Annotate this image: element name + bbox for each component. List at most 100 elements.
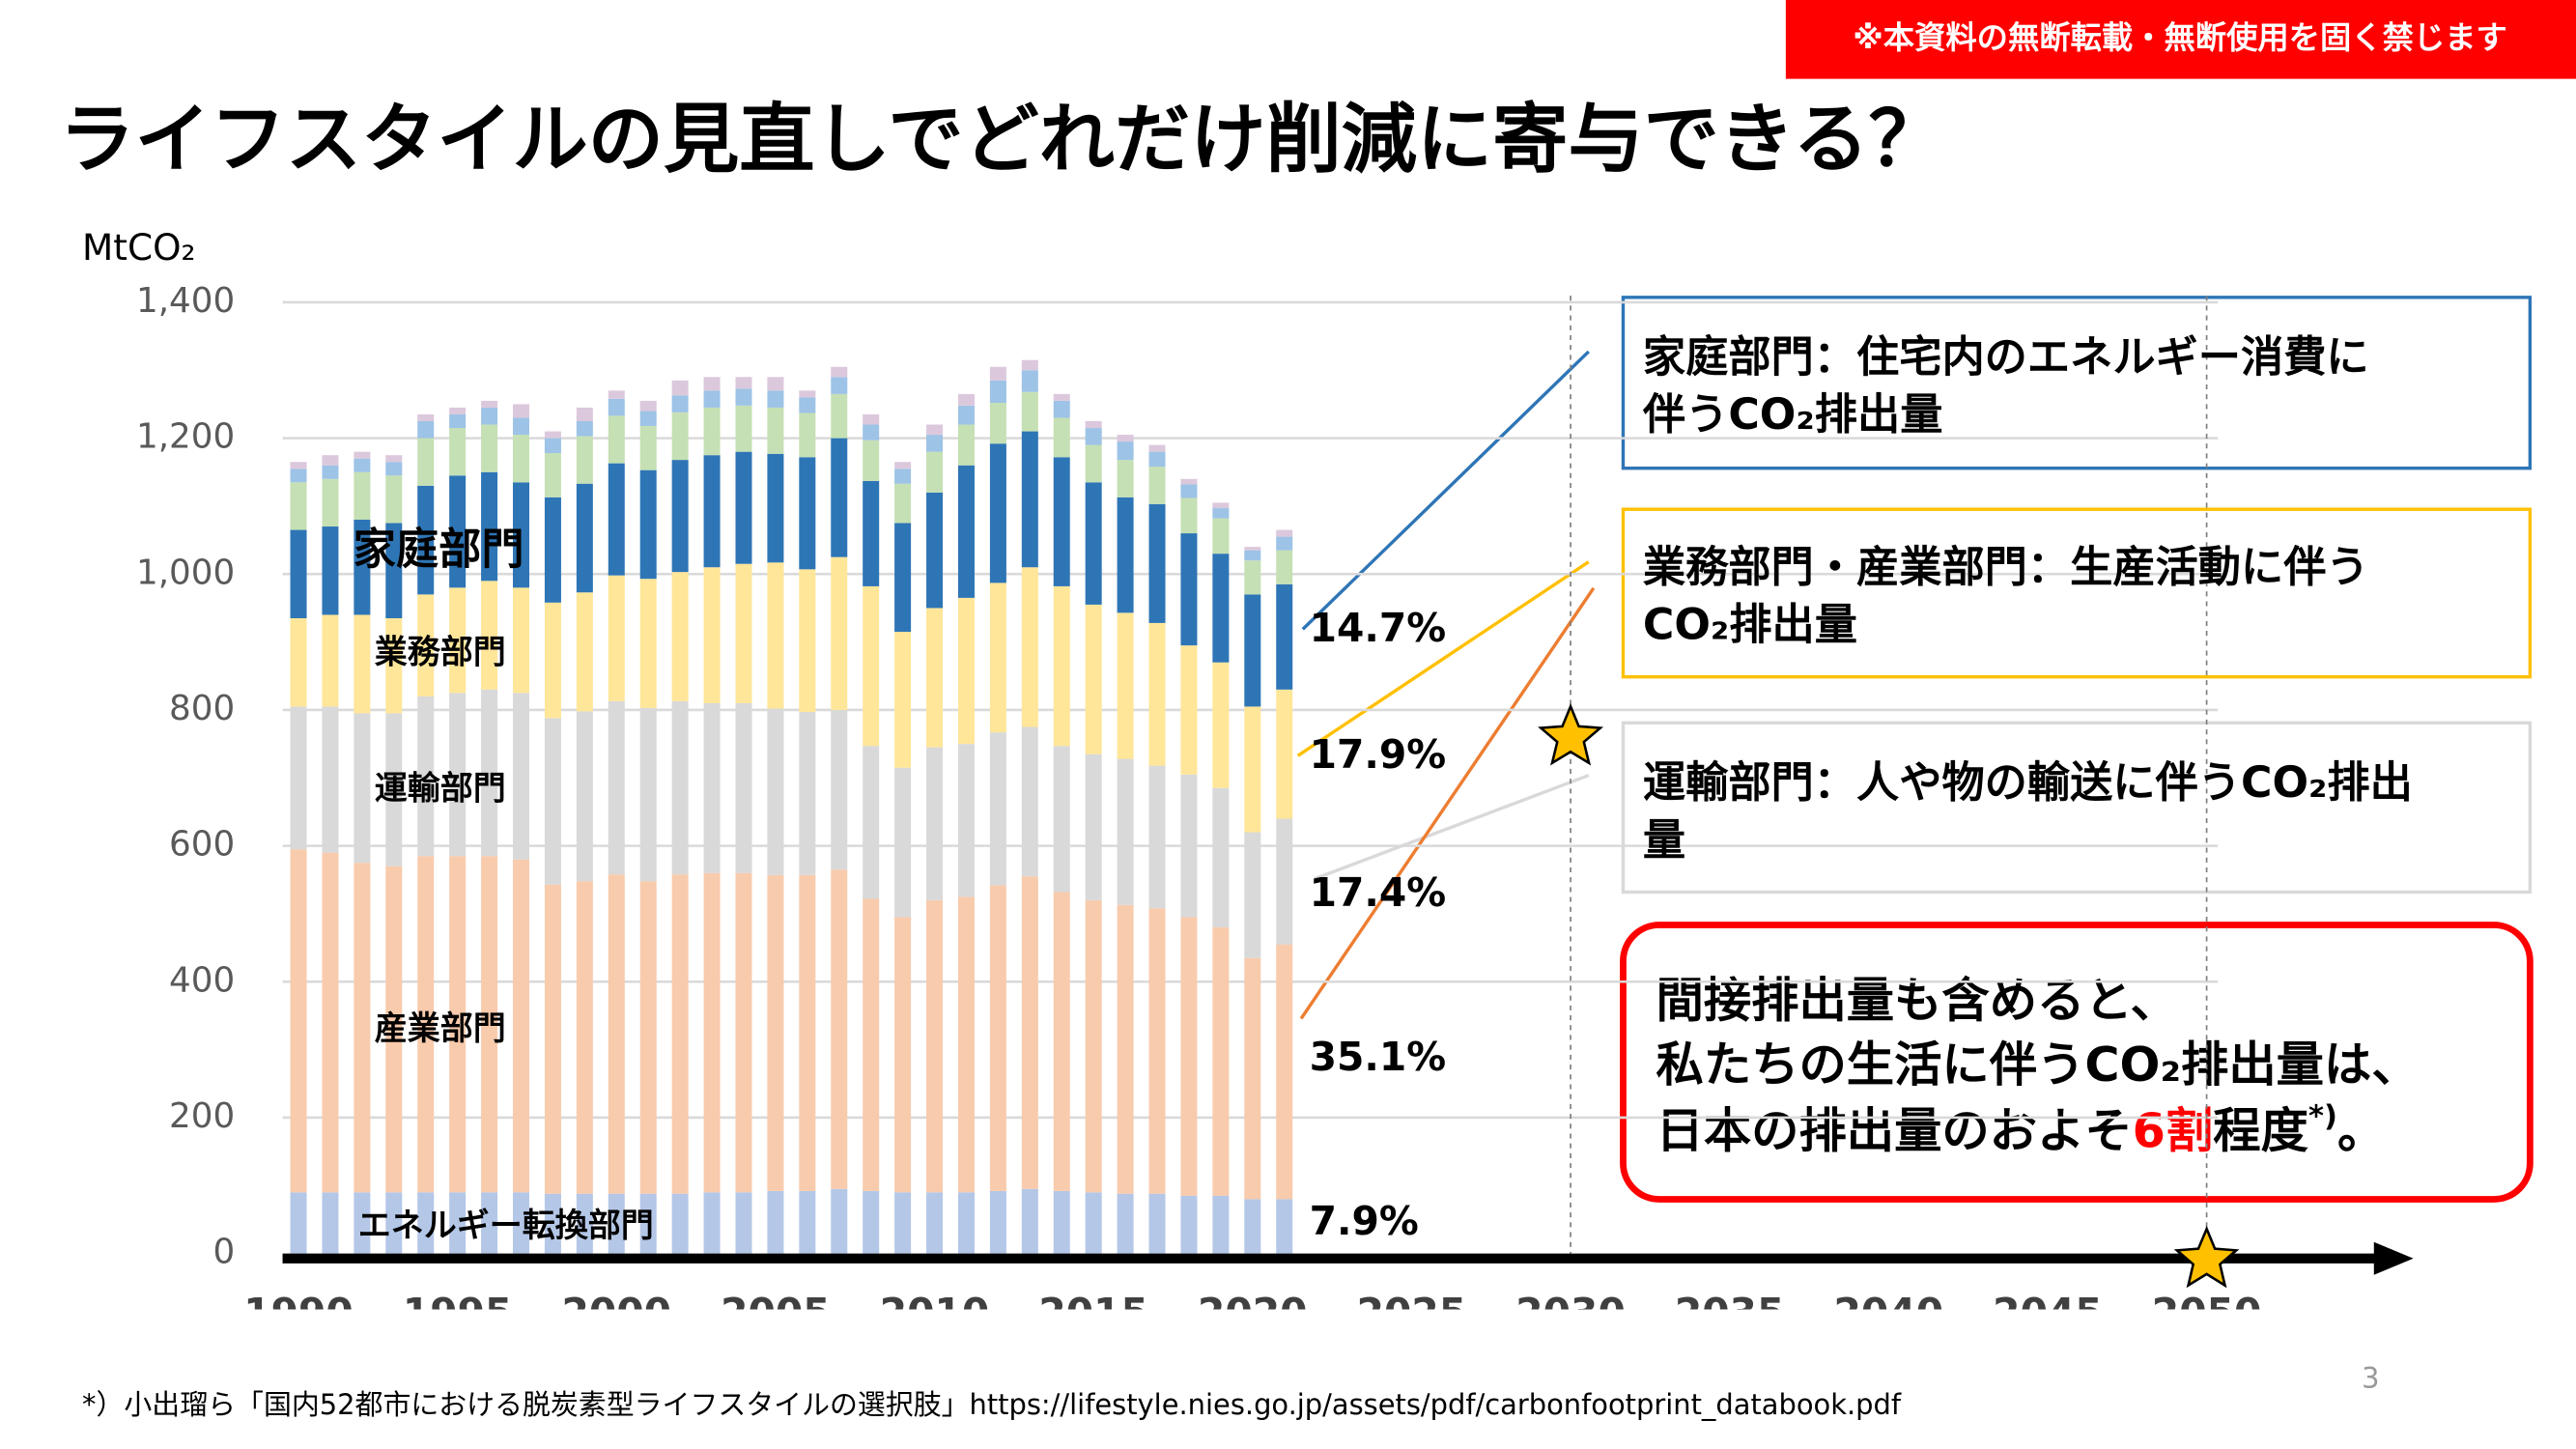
bar-segment xyxy=(417,696,435,857)
bar-segment xyxy=(639,707,657,882)
bar-segment xyxy=(703,567,721,703)
bar-segment xyxy=(639,469,657,580)
bar-segment xyxy=(799,569,816,713)
bar-segment xyxy=(1053,892,1070,1191)
bar-segment xyxy=(1148,1193,1166,1254)
bar-segment xyxy=(671,412,689,461)
sector-label: エネルギー転換部門 xyxy=(358,1207,654,1245)
bar-segment xyxy=(1117,435,1134,442)
bar-segment xyxy=(1180,497,1198,534)
bar-segment xyxy=(449,693,467,857)
info-text: 量 xyxy=(1643,815,1685,865)
bar-segment xyxy=(449,413,467,429)
bar-segment xyxy=(608,575,625,701)
callout-box xyxy=(1620,922,2534,1203)
bar-segment xyxy=(481,856,498,1193)
bar-segment xyxy=(576,711,593,882)
bar-segment xyxy=(576,421,593,437)
bar-segment xyxy=(989,582,1006,733)
bar-segment xyxy=(989,403,1006,444)
bar-segment xyxy=(1244,550,1261,561)
bar-segment xyxy=(1244,560,1261,595)
star xyxy=(2173,1225,2240,1289)
bar-segment xyxy=(1212,502,1230,509)
bar-segment xyxy=(1180,478,1198,485)
bar-segment xyxy=(767,407,784,454)
bar-segment xyxy=(831,869,848,1189)
bar-segment xyxy=(544,453,561,497)
bar-segment xyxy=(1212,518,1230,554)
bar-segment xyxy=(735,451,752,564)
bar-segment xyxy=(1053,1190,1070,1254)
bar-segment xyxy=(1212,554,1230,663)
bar-segment xyxy=(1244,594,1261,707)
callout-text: 程度 xyxy=(2213,1102,2308,1158)
bar-segment xyxy=(703,407,721,456)
bar-segment xyxy=(799,1190,816,1254)
bar-segment xyxy=(926,424,944,436)
bar-segment xyxy=(1180,917,1198,1196)
bar-segment xyxy=(671,460,689,573)
bar-segment xyxy=(639,579,657,708)
x-tick-labels: 1990 1995 2000 2005 2010 2015 2020 2025 2030 2035… xyxy=(243,1290,2261,1336)
bar-segment xyxy=(1180,645,1198,775)
bar-segment xyxy=(703,872,721,1193)
bar-segment xyxy=(1085,753,1102,900)
bar-segment xyxy=(449,428,467,476)
bar-segment xyxy=(831,366,848,378)
bar-segment xyxy=(1244,1199,1261,1254)
bar-segment xyxy=(354,863,371,1193)
callout-highlight: 6割 xyxy=(2133,1102,2214,1158)
bar-segment xyxy=(767,708,784,875)
bar-segment xyxy=(894,767,912,918)
bar-segment xyxy=(1148,765,1166,909)
bar-segment xyxy=(449,587,467,694)
bar-segment xyxy=(1021,726,1038,877)
bar-segment xyxy=(926,1192,944,1254)
bar-segment xyxy=(863,424,880,440)
share-label: 35.1% xyxy=(1310,1034,1447,1080)
bar-segment xyxy=(863,746,880,899)
bar-segment xyxy=(735,1192,752,1254)
notice: ※本資料の無断転載・無断使用を固く禁じます xyxy=(1853,19,2506,56)
bar-segment xyxy=(354,1192,371,1254)
bar-segment xyxy=(1117,904,1134,1194)
bar-segment xyxy=(1021,1188,1038,1254)
bar-segment xyxy=(544,497,561,603)
bar-segment xyxy=(767,874,784,1191)
bar-segment xyxy=(1148,444,1166,452)
bar-segment xyxy=(1021,876,1038,1189)
x-tick-label: 2010 xyxy=(880,1290,990,1336)
bar-segment xyxy=(1117,441,1134,461)
bar-segment xyxy=(957,405,975,425)
bar-segment xyxy=(671,380,689,396)
bar-segment xyxy=(544,884,561,1194)
bar-segment xyxy=(894,632,912,768)
bar-segment xyxy=(576,1193,593,1254)
bar-segment xyxy=(639,411,657,426)
bar-segment xyxy=(767,562,784,709)
bar-segment xyxy=(449,1192,467,1254)
bar-segment xyxy=(354,458,371,472)
bar-segment xyxy=(385,462,403,476)
bar-segment xyxy=(671,1193,689,1254)
bar-segment xyxy=(608,700,625,875)
bar-segment xyxy=(544,602,561,719)
bar-segment xyxy=(831,438,848,557)
bar-segment xyxy=(639,400,657,412)
leader-line xyxy=(1314,774,1590,881)
bar-segment xyxy=(544,718,561,885)
bar-segment xyxy=(417,421,435,439)
bar-segment xyxy=(735,405,752,452)
bar-segment xyxy=(608,398,625,416)
bar-segment xyxy=(926,451,944,493)
bar-segment xyxy=(1148,503,1166,623)
bar-segment xyxy=(512,1192,530,1254)
bar-segment xyxy=(322,526,339,615)
info-text: 運輸部門：人や物の輸送に伴うCO₂排出 xyxy=(1643,758,2413,808)
bar-segment xyxy=(671,700,689,875)
bar-segment xyxy=(1148,622,1166,766)
bar-segment xyxy=(989,443,1006,583)
bar-segment xyxy=(1148,451,1166,468)
